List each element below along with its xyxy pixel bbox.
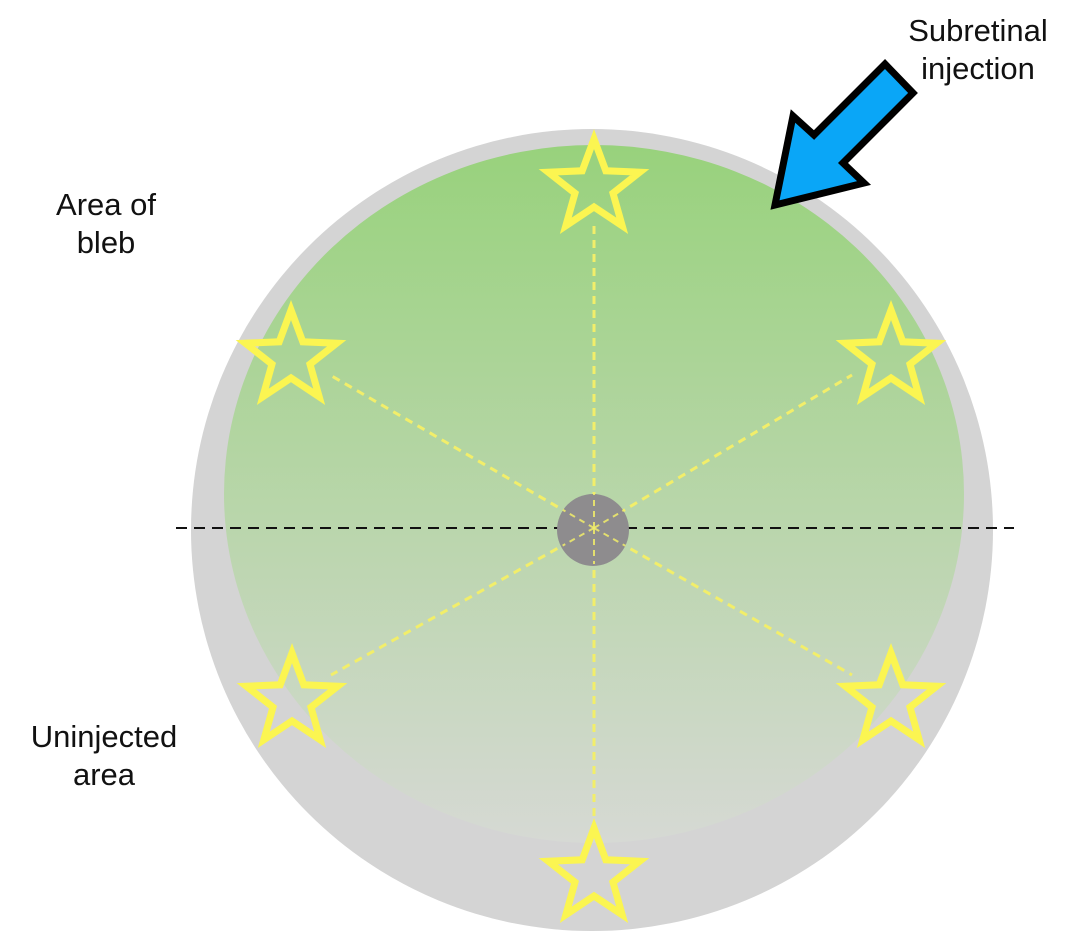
subretinal-injection-label: Subretinal injection xyxy=(890,12,1066,88)
label-line: Subretinal xyxy=(890,12,1066,50)
label-line: Uninjected xyxy=(6,718,202,756)
label-line: injection xyxy=(890,50,1066,88)
label-line: bleb xyxy=(26,224,186,262)
label-line: area xyxy=(6,756,202,794)
area-of-bleb-label: Area of bleb xyxy=(26,186,186,262)
uninjected-area-label: Uninjected area xyxy=(6,718,202,794)
label-line: Area of xyxy=(26,186,186,224)
